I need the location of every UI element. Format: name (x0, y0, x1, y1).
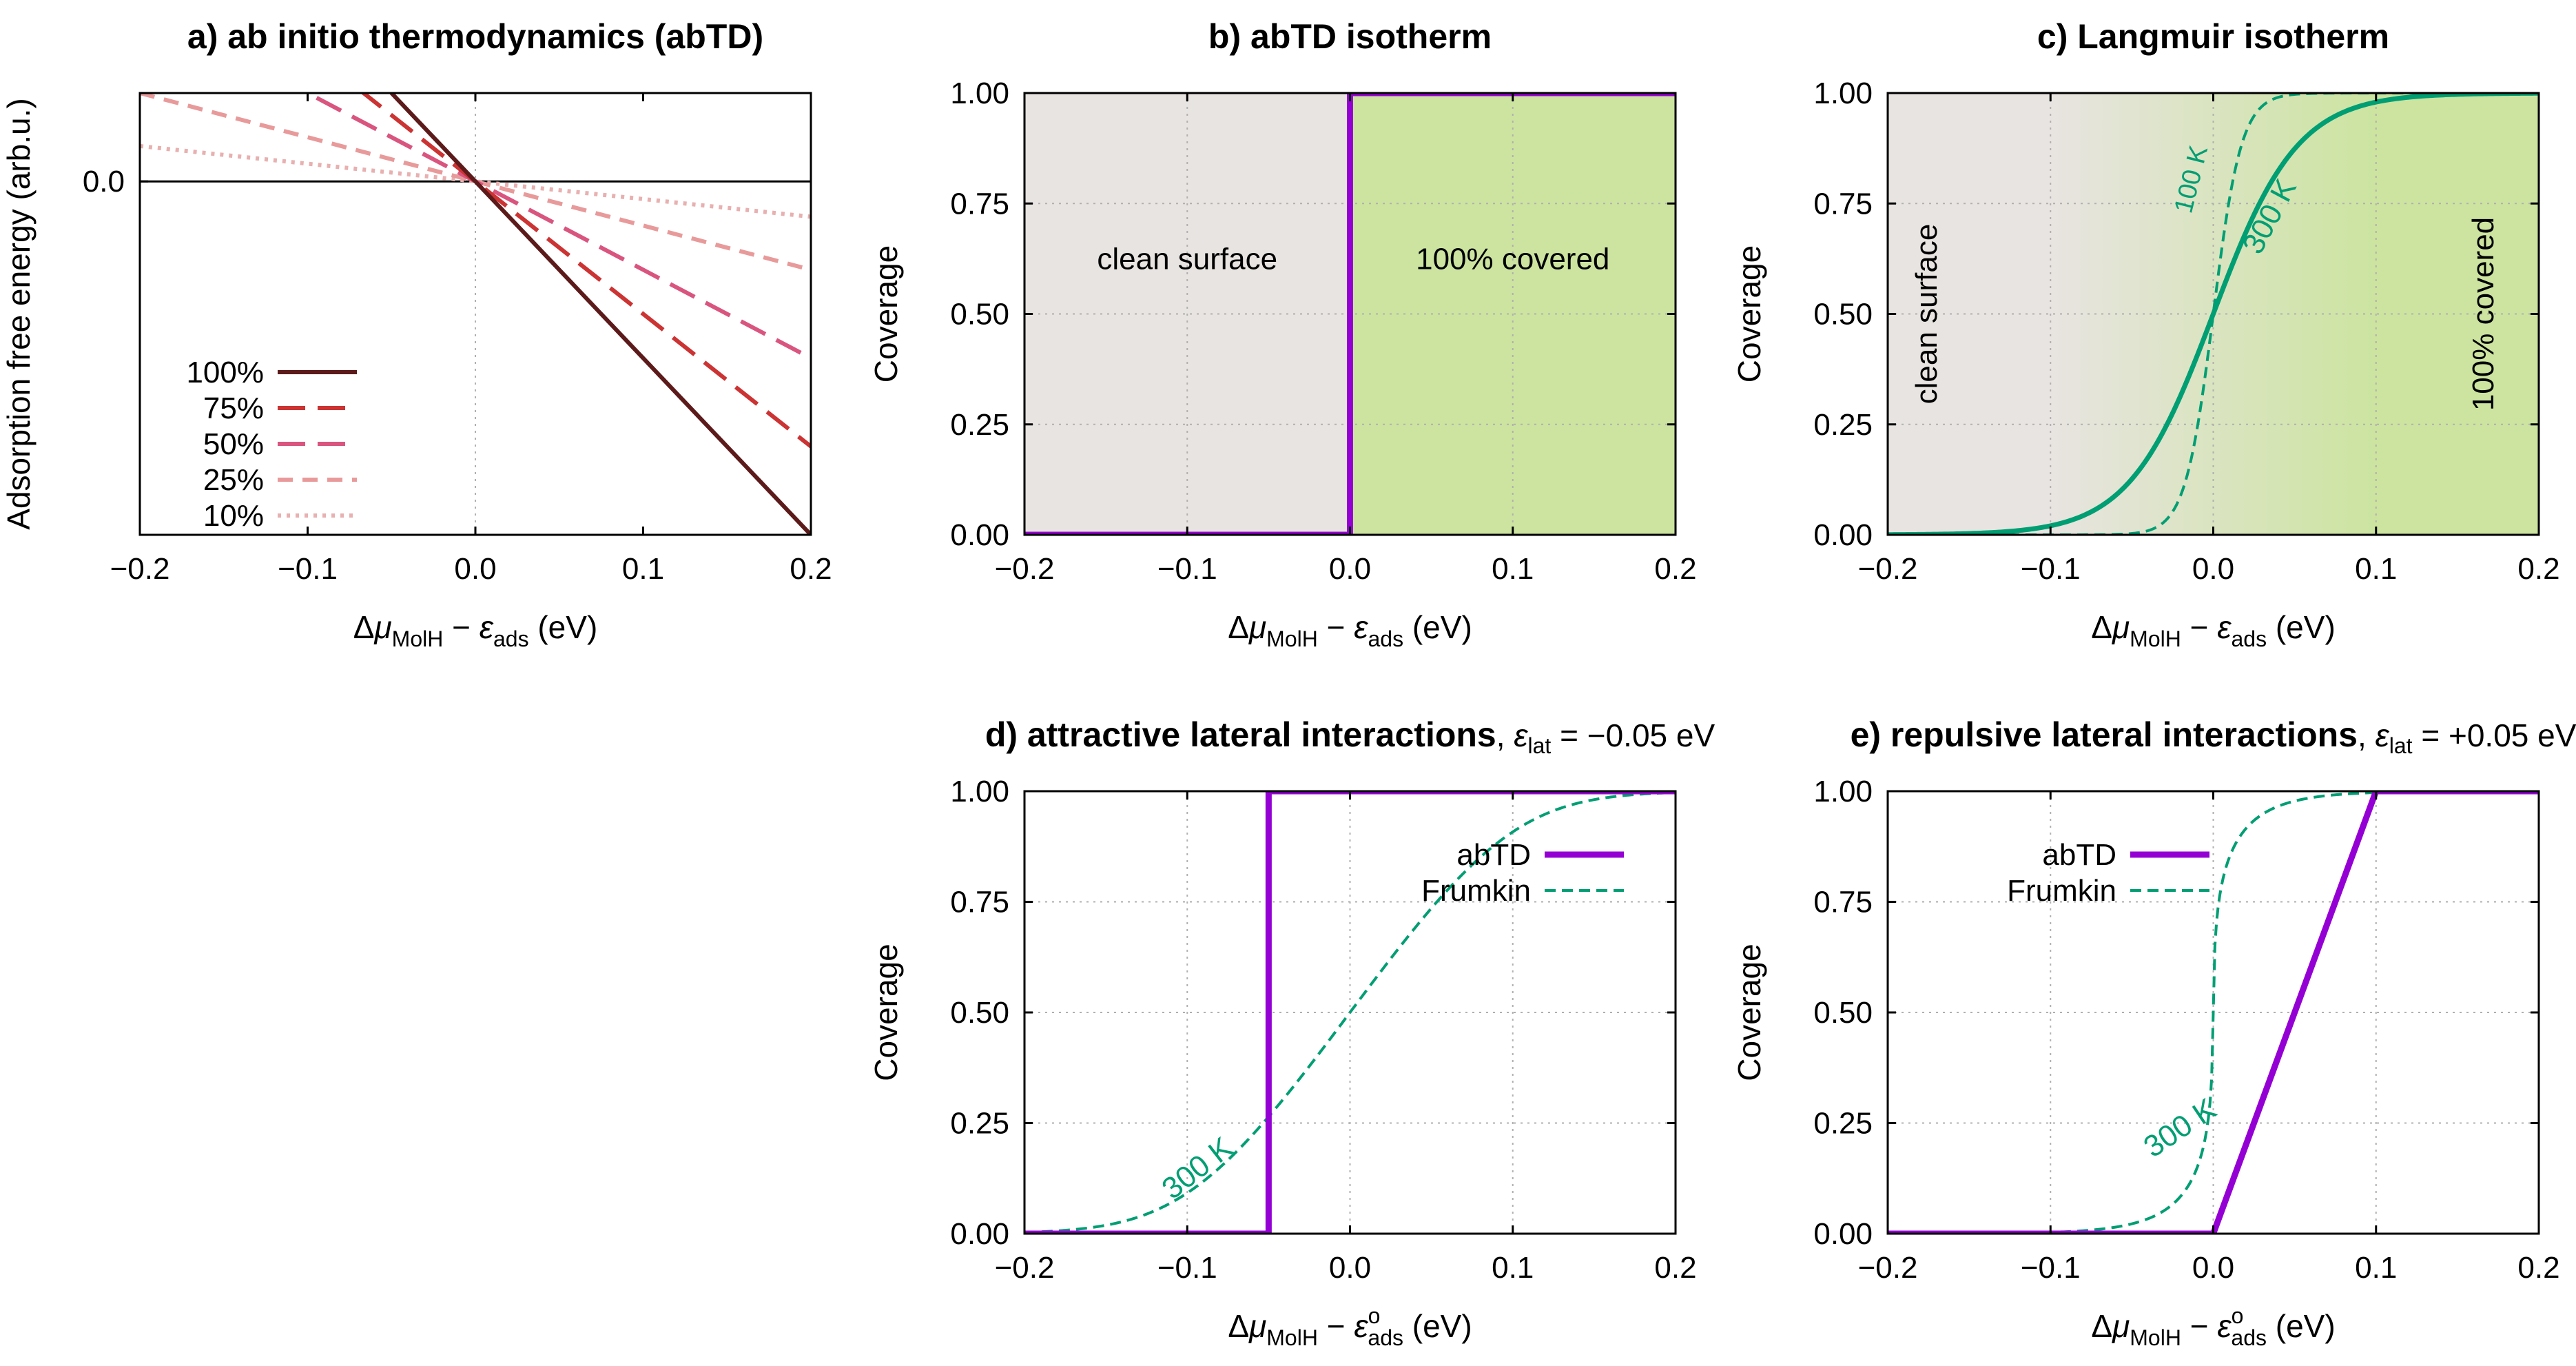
panel-b-x-axis-label: ΔμMolH − εads (eV) (1228, 609, 1472, 651)
panel-a-x-tick-label: 0.0 (454, 552, 496, 586)
panel-e: e) repulsive lateral interactions, εlat … (1731, 715, 2576, 1350)
panel-a-x-tick-label: −0.1 (278, 552, 338, 586)
panel-d-x-tick-label: 0.0 (1329, 1251, 1371, 1285)
panel-d-abtd-line (1024, 791, 1676, 1234)
panel-d-y-tick-label: 1.00 (950, 775, 1009, 808)
panel-d-y-tick-label: 0.25 (950, 1107, 1009, 1141)
panel-b-abtd-line (1024, 93, 1676, 535)
panel-d-y-axis-label: Coverage (868, 944, 904, 1081)
panel-d-legend-frumkin-label: Frumkin (1421, 874, 1531, 908)
panel-e-y-axis-label: Coverage (1731, 944, 1767, 1081)
panel-d-y-tick-label: 0.50 (950, 996, 1009, 1030)
panel-b-title: b) abTD isotherm (1208, 17, 1492, 56)
panel-d-x-axis-label: ΔμMolH − εo ads (eV) (1228, 1303, 1472, 1350)
panel-d-title: d) attractive lateral interactions, εlat… (985, 715, 1715, 758)
panel-d-x-tick-label: 0.1 (1492, 1251, 1534, 1285)
panel-e-legend-abtd-label: abTD (2042, 838, 2116, 872)
panel-d-legend-abtd-label: abTD (1456, 838, 1531, 872)
panel-a-x-tick-label: 0.1 (622, 552, 664, 586)
panel-b-x-tick-label: 0.1 (1492, 552, 1534, 586)
panel-a-y-tick-label: 0.0 (83, 165, 125, 198)
panel-c-title: c) Langmuir isotherm (2037, 17, 2389, 56)
panel-a-line-100pct (389, 93, 811, 535)
panel-c-y-tick-label: 0.75 (1813, 187, 1873, 221)
panel-c-y-tick-label: 0.00 (1813, 518, 1873, 552)
panel-b-y-tick-label: 1.00 (950, 77, 1009, 110)
panel-d-x-tick-label: 0.2 (1654, 1251, 1696, 1285)
panel-c-covered-label: 100% covered (2466, 217, 2500, 411)
panel-d-300K-label: 300 K (1156, 1130, 1239, 1205)
panel-e-title: e) repulsive lateral interactions, εlat … (1851, 715, 2576, 758)
panel-c-y-axis-label: Coverage (1731, 245, 1767, 383)
panel-b-covered-label: 100% covered (1416, 242, 1609, 276)
panel-d-frumkin-line (1024, 791, 1676, 1234)
panel-c-300K-line (1888, 93, 2539, 535)
panel-b-x-tick-label: −0.1 (1157, 552, 1217, 586)
panel-d-y-tick-label: 0.00 (950, 1217, 1009, 1251)
panel-c-x-tick-label: 0.0 (2192, 552, 2234, 586)
panel-a-y-axis-label: Adsorption free energy (arb.u.) (1, 98, 37, 529)
panel-c-y-tick-label: 1.00 (1813, 77, 1873, 110)
panel-d-y-tick-label: 0.75 (950, 886, 1009, 919)
panel-a-legend-label: 50% (203, 427, 264, 461)
panel-e-x-axis-label: ΔμMolH − εo ads (eV) (2091, 1303, 2335, 1350)
panel-e-x-tick-label: 0.2 (2517, 1251, 2559, 1285)
panel-e-x-tick-label: −0.2 (1858, 1251, 1918, 1285)
panel-e-y-tick-label: 0.50 (1813, 996, 1873, 1030)
panel-e-y-tick-label: 0.00 (1813, 1217, 1873, 1251)
panel-b: b) abTD isotherm clean surface 100% covere… (868, 17, 1697, 651)
panel-e-abtd-line (1888, 791, 2539, 1234)
panel-c-x-tick-label: −0.2 (1858, 552, 1918, 586)
panel-c: c) Langmuir isotherm clean surface 100% co… (1731, 17, 2560, 651)
panel-a-line-25pct (140, 93, 811, 272)
panel-c-x-tick-label: −0.1 (2021, 552, 2081, 586)
panel-b-y-tick-label: 0.25 (950, 408, 1009, 442)
panel-d: d) attractive lateral interactions, εlat… (868, 715, 1715, 1350)
panel-d-x-tick-label: −0.1 (1157, 1251, 1217, 1285)
panel-b-x-tick-label: 0.0 (1329, 552, 1371, 586)
panel-a-series-group (140, 93, 811, 535)
panel-e-x-tick-label: 0.1 (2355, 1251, 2397, 1285)
panel-e-y-tick-label: 0.75 (1813, 886, 1873, 919)
panel-b-clean-label: clean surface (1097, 242, 1277, 276)
panel-a-title: a) ab initio thermodynamics (abTD) (187, 17, 763, 56)
panel-b-series-group (1024, 93, 1676, 535)
panel-b-y-tick-label: 0.50 (950, 298, 1009, 332)
panel-e-x-tick-label: 0.0 (2192, 1251, 2234, 1285)
panel-a: a) ab initio thermodynamics (abTD) −0.2 −0… (1, 17, 832, 651)
panel-a-legend-label: 25% (203, 463, 264, 497)
panel-b-x-tick-label: −0.2 (995, 552, 1055, 586)
panel-d-x-tick-label: −0.2 (995, 1251, 1055, 1285)
panel-b-y-axis-label: Coverage (868, 245, 904, 383)
panel-b-x-tick-label: 0.2 (1654, 552, 1696, 586)
panel-c-clean-label: clean surface (1910, 224, 1944, 405)
panel-d-series-group (1024, 791, 1676, 1234)
panel-a-legend-label: 100% (186, 356, 264, 389)
panel-b-y-tick-label: 0.75 (950, 187, 1009, 221)
panel-e-x-tick-label: −0.1 (2021, 1251, 2081, 1285)
panel-a-legend-label: 10% (203, 499, 264, 533)
panel-c-x-axis-label: ΔμMolH − εads (eV) (2091, 609, 2336, 651)
panel-e-legend-frumkin-label: Frumkin (2007, 874, 2116, 908)
panel-e-300K-label: 300 K (2138, 1092, 2223, 1164)
panel-a-legend-label: 75% (203, 391, 264, 425)
panel-e-y-tick-label: 0.25 (1813, 1107, 1873, 1141)
panel-c-y-tick-label: 0.25 (1813, 408, 1873, 442)
panel-e-y-tick-label: 1.00 (1813, 775, 1873, 808)
panel-a-x-tick-label: 0.2 (790, 552, 832, 586)
panel-c-series-group (1888, 93, 2539, 535)
panel-a-x-tick-label: −0.2 (110, 552, 170, 586)
panel-b-y-tick-label: 0.00 (950, 518, 1009, 552)
panel-c-x-tick-label: 0.2 (2517, 552, 2559, 586)
panel-a-x-axis-label: ΔμMolH − εads (eV) (353, 609, 598, 651)
panel-c-x-tick-label: 0.1 (2355, 552, 2397, 586)
panel-c-y-tick-label: 0.50 (1813, 298, 1873, 332)
